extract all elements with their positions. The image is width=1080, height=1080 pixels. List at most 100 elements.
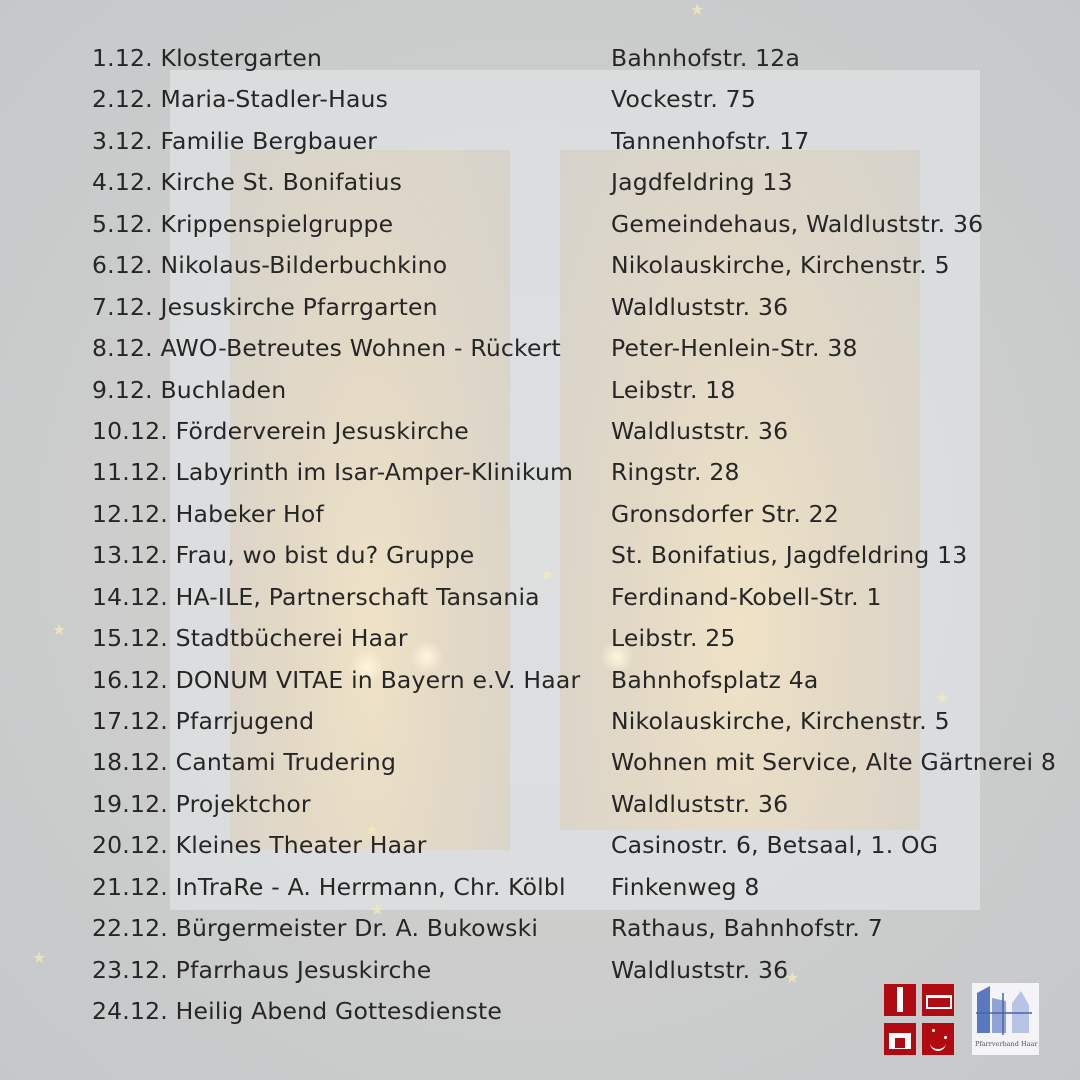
event-date-host: 16.12. DONUM VITAE in Bayern e.V. Haar — [92, 666, 580, 694]
event-place: Ringstr. 28 — [611, 458, 740, 487]
event-host: Kleines Theater Haar — [175, 831, 427, 860]
smile-logo-icon — [922, 1023, 954, 1055]
event-date: 21.12. — [92, 872, 168, 901]
event-row: 3.12. Familie Bergbauer Tannenhofstr. 17 — [92, 127, 1080, 168]
event-date-host: 9.12. Buchladen — [92, 376, 286, 404]
event-place: Waldluststr. 36 — [611, 416, 789, 445]
event-place: Gronsdorfer Str. 22 — [611, 499, 839, 528]
event-row: 2.12. Maria-Stadler-Haus Vockestr. 75 — [92, 85, 1080, 126]
event-row: 16.12. DONUM VITAE in Bayern e.V. Haar Ba… — [92, 666, 1080, 707]
event-date: 3.12. — [92, 126, 153, 155]
event-host: AWO-Betreutes Wohnen - Rückert — [160, 334, 561, 363]
event-host: Förderverein Jesuskirche — [175, 416, 469, 445]
event-date: 23.12. — [92, 955, 168, 984]
event-place: Casinostr. 6, Betsaal, 1. OG — [611, 831, 939, 860]
event-host: Familie Bergbauer — [160, 126, 378, 155]
event-place: Vockestr. 75 — [611, 85, 756, 114]
event-row: 18.12. Cantami Trudering Wohnen mit Servi… — [92, 748, 1080, 789]
event-row: 1.12. Klostergarten Bahnhofstr. 12a — [92, 44, 1080, 85]
event-host: Pfarrjugend — [175, 707, 315, 735]
event-row: 15.12. Stadtbücherei Haar Leibstr. 25 — [92, 624, 1080, 665]
event-date: 18.12. — [92, 748, 168, 777]
event-host: Bürgermeister Dr. A. Bukowski — [175, 914, 539, 943]
event-place: Finkenweg 8 — [611, 872, 760, 901]
event-host: Pfarrhaus Jesuskirche — [175, 955, 432, 984]
event-host: Jesuskirche Pfarrgarten — [160, 292, 438, 321]
event-place: Jagdfeldring 13 — [611, 168, 793, 197]
event-row: 14.12. HA-ILE, Partnerschaft Tansania Fer… — [92, 583, 1080, 624]
event-date: 14.12. — [92, 582, 168, 611]
event-place: Waldluststr. 36 — [611, 789, 789, 818]
event-row: 23.12. Pfarrhaus Jesuskirche Waldluststr.… — [92, 956, 1080, 997]
event-row: 10.12. Förderverein Jesuskirche Waldlusts… — [92, 417, 1080, 458]
event-date-host: 22.12. Bürgermeister Dr. A. Bukowski — [92, 914, 538, 942]
event-date: 1.12. — [92, 44, 153, 72]
event-date: 13.12. — [92, 541, 168, 570]
event-host: Habeker Hof — [175, 499, 324, 528]
event-host: Cantami Trudering — [175, 748, 397, 777]
event-row: 12.12. Habeker Hof Gronsdorfer Str. 22 — [92, 500, 1080, 541]
event-host: Stadtbücherei Haar — [175, 624, 408, 653]
event-place: Nikolauskirche, Kirchenstr. 5 — [611, 707, 950, 735]
event-place: Nikolauskirche, Kirchenstr. 5 — [611, 251, 950, 280]
event-host: Buchladen — [160, 375, 287, 404]
event-date-host: 21.12. InTraRe - A. Herrmann, Chr. Kölbl — [92, 873, 566, 901]
event-date: 7.12. — [92, 292, 153, 321]
event-date-host: 1.12. Klostergarten — [92, 44, 322, 72]
event-date-host: 10.12. Förderverein Jesuskirche — [92, 417, 469, 445]
event-place: Rathaus, Bahnhofstr. 7 — [611, 914, 883, 943]
event-row: 20.12. Kleines Theater Haar Casinostr. 6,… — [92, 831, 1080, 872]
event-date-host: 19.12. Projektchor — [92, 790, 311, 818]
event-date-host: 23.12. Pfarrhaus Jesuskirche — [92, 956, 431, 984]
event-place: Peter-Henlein-Str. 38 — [611, 334, 858, 363]
event-host: Krippenspielgruppe — [160, 209, 394, 238]
event-date-host: 12.12. Habeker Hof — [92, 500, 324, 528]
event-host: Labyrinth im Isar-Amper-Klinikum — [175, 458, 574, 487]
event-date: 15.12. — [92, 624, 168, 653]
event-date: 10.12. — [92, 416, 168, 445]
event-place: Gemeindehaus, Waldluststr. 36 — [611, 209, 984, 238]
event-host: Projektchor — [175, 789, 311, 818]
event-host: DONUM VITAE in Bayern e.V. Haar — [175, 665, 581, 694]
event-date: 12.12. — [92, 499, 168, 528]
event-date-host: 20.12. Kleines Theater Haar — [92, 831, 427, 859]
event-date: 4.12. — [92, 168, 153, 197]
pfarrverband-haar-logo: Pfarrverband Haar — [972, 983, 1039, 1055]
event-date: 24.12. — [92, 997, 168, 1026]
event-place: Tannenhofstr. 17 — [611, 126, 810, 155]
event-place: St. Bonifatius, Jagdfeldring 13 — [611, 541, 968, 570]
event-host: Heilig Abend Gottesdienste — [175, 997, 503, 1026]
event-date-host: 7.12. Jesuskirche Pfarrgarten — [92, 293, 438, 321]
event-date: 9.12. — [92, 375, 153, 404]
event-row: 11.12. Labyrinth im Isar-Amper-Klinikum R… — [92, 458, 1080, 499]
event-place: Ferdinand-Kobell-Str. 1 — [611, 582, 882, 611]
event-date-host: 15.12. Stadtbücherei Haar — [92, 624, 408, 652]
event-host: InTraRe - A. Herrmann, Chr. Kölbl — [175, 872, 566, 901]
event-place: Waldluststr. 36 — [611, 292, 789, 321]
event-host: Nikolaus-Bilderbuchkino — [160, 251, 448, 280]
event-place: Bahnhofstr. 12a — [611, 44, 801, 72]
event-place: Bahnhofsplatz 4a — [611, 665, 819, 694]
event-row: 4.12. Kirche St. Bonifatius Jagdfeldring … — [92, 168, 1080, 209]
event-row: 8.12. AWO-Betreutes Wohnen - Rückert Pete… — [92, 334, 1080, 375]
event-row: 5.12. Krippenspielgruppe Gemeindehaus, Wa… — [92, 210, 1080, 251]
event-date: 8.12. — [92, 334, 153, 363]
event-row: 6.12. Nikolaus-Bilderbuchkino Nikolauskir… — [92, 251, 1080, 292]
event-date-host: 18.12. Cantami Trudering — [92, 748, 396, 776]
tower-logo-icon — [884, 984, 916, 1016]
event-date-host: 24.12. Heilig Abend Gottesdienste — [92, 997, 502, 1025]
event-date: 5.12. — [92, 209, 153, 238]
building-logo-icon — [922, 984, 954, 1016]
event-row: 7.12. Jesuskirche Pfarrgarten Waldluststr… — [92, 293, 1080, 334]
event-host: HA-ILE, Partnerschaft Tansania — [175, 582, 540, 611]
svg-text:Pfarrverband Haar: Pfarrverband Haar — [975, 1040, 1038, 1048]
event-date: 11.12. — [92, 458, 168, 487]
event-host: Maria-Stadler-Haus — [160, 85, 389, 114]
event-date: 17.12. — [92, 707, 168, 735]
advent-calendar-list: 1.12. Klostergarten Bahnhofstr. 12a 2.12. … — [92, 44, 1080, 1039]
event-date-host: 2.12. Maria-Stadler-Haus — [92, 85, 388, 113]
event-row: 22.12. Bürgermeister Dr. A. Bukowski Rath… — [92, 914, 1080, 955]
event-row: 24.12. Heilig Abend Gottesdienste — [92, 997, 1080, 1038]
event-date-host: 17.12. Pfarrjugend — [92, 707, 314, 735]
event-date-host: 6.12. Nikolaus-Bilderbuchkino — [92, 251, 447, 279]
